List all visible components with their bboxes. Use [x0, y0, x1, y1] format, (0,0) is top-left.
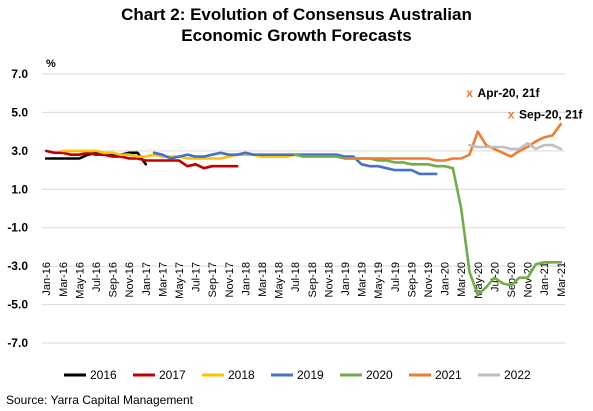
- x-tick-label: Sep-16: [108, 262, 120, 297]
- chart-title-line-1: Chart 2: Evolution of Consensus Australi…: [121, 5, 472, 24]
- x-tick-label: Jan-19: [340, 262, 352, 296]
- x-tick-label: Jul-19: [390, 262, 402, 292]
- annotation-marker: x: [466, 86, 473, 100]
- x-tick-label: Sep-17: [207, 262, 219, 297]
- x-tick-label: Jan-16: [41, 262, 53, 296]
- legend-label: 2018: [228, 368, 255, 382]
- y-tick-label: 3.0: [11, 144, 28, 158]
- legend-label: 2019: [297, 368, 324, 382]
- x-tick-label: May-18: [274, 262, 286, 299]
- x-tick-label: Mar-20: [456, 262, 468, 297]
- legend-label: 2017: [159, 368, 186, 382]
- y-axis-ticks: 7.0 5.0 3.0 1.0 -1.0 -3.0 -5.0 -7.0: [7, 67, 28, 350]
- y-tick-label: 7.0: [11, 67, 28, 81]
- x-tick-label: Jan-18: [240, 262, 252, 296]
- x-tick-label: Mar-21: [556, 262, 568, 297]
- x-tick-label: May-17: [174, 262, 186, 299]
- series-lines: [44, 122, 563, 297]
- y-tick-label: -1.0: [7, 221, 28, 235]
- y-tick-label: 1.0: [11, 182, 28, 196]
- x-tick-label: Jul-17: [191, 262, 203, 292]
- x-tick-label: Mar-16: [58, 262, 70, 297]
- x-tick-label: Jan-20: [440, 262, 452, 296]
- x-axis-ticks: Jan-16 Mar-16 May-16 Jul-16 Sep-16 Nov-16 Jan-…: [41, 262, 568, 299]
- x-tick-label: Sep-19: [406, 262, 418, 297]
- x-tick-label: Mar-19: [357, 262, 369, 297]
- x-tick-label: Nov-19: [423, 262, 435, 297]
- y-tick-label: -5.0: [7, 298, 28, 312]
- annotation-label: Sep-20, 21f: [519, 107, 583, 121]
- x-tick-label: Sep-20: [506, 262, 518, 297]
- y-tick-label: -7.0: [7, 336, 28, 350]
- gridlines: [42, 73, 565, 344]
- annotation-label: Apr-20, 21f: [478, 86, 541, 100]
- legend-label: 2016: [90, 368, 117, 382]
- chart-title-line-2: Economic Growth Forecasts: [181, 26, 412, 45]
- y-axis-label: %: [46, 58, 56, 70]
- legend: 2016 2017 2018 2019 2020 2021 2022: [64, 368, 531, 382]
- legend-label: 2022: [504, 368, 531, 382]
- series-line-2017: [44, 149, 239, 170]
- legend-label: 2020: [366, 368, 393, 382]
- source-note: Source: Yarra Capital Management: [6, 393, 193, 407]
- x-tick-label: Mar-18: [257, 262, 269, 297]
- x-tick-label: Jan-21: [539, 262, 551, 296]
- x-tick-label: Jan-17: [141, 262, 153, 296]
- x-tick-label: Sep-18: [307, 262, 319, 297]
- x-tick-label: May-16: [74, 262, 86, 299]
- x-tick-label: Nov-16: [124, 262, 136, 297]
- x-tick-label: Nov-18: [323, 262, 335, 297]
- series-line-2021: [343, 122, 563, 162]
- annotation-marker: x: [508, 107, 515, 121]
- annotations: x Apr-20, 21f x Sep-20, 21f: [466, 86, 583, 121]
- x-tick-label: Jul-18: [290, 262, 302, 292]
- x-tick-label: Nov-17: [224, 262, 236, 297]
- series-line-2022: [468, 141, 563, 151]
- x-tick-label: May-19: [373, 262, 385, 299]
- x-tick-label: Jul-16: [91, 262, 103, 292]
- legend-label: 2021: [435, 368, 462, 382]
- y-tick-label: -3.0: [7, 259, 28, 273]
- series-line-2020: [293, 153, 563, 297]
- y-tick-label: 5.0: [11, 105, 28, 119]
- x-tick-label: Mar-17: [157, 262, 169, 297]
- chart-title: Chart 2: Evolution of Consensus Australi…: [0, 4, 593, 46]
